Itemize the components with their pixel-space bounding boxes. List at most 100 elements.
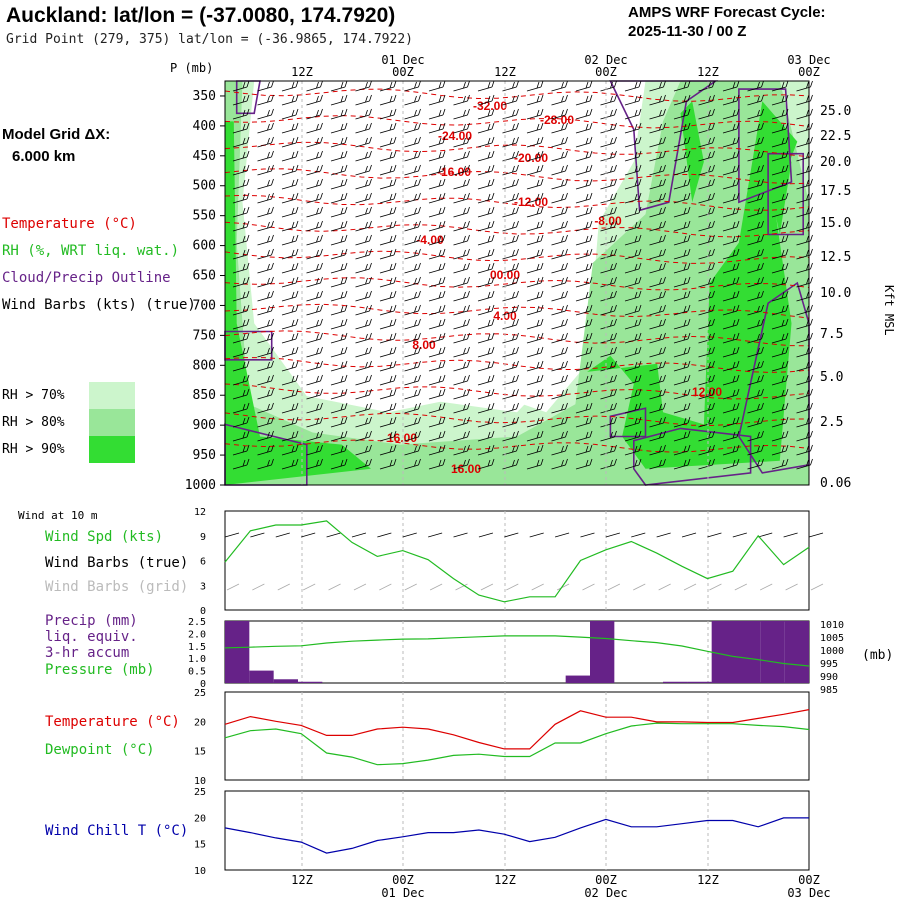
wind-barb-flag [659, 221, 662, 229]
wind-barb-flag [687, 192, 691, 200]
wind-barb [747, 206, 764, 218]
wind-barb-flag [267, 319, 270, 327]
wind-barb [796, 304, 813, 316]
wind-barb-flag [516, 220, 519, 228]
wind-barb [624, 94, 642, 106]
wind-barb-staff [379, 380, 395, 386]
wind-barb-staff [771, 240, 787, 246]
wind-barb-staff [453, 422, 468, 428]
wind-barb [477, 276, 495, 288]
wind-barb-flag [246, 304, 250, 312]
wind-barb [477, 444, 495, 456]
wind-barb-flag [589, 164, 593, 172]
wind-barb [232, 80, 250, 92]
wind-barb-flag [732, 249, 736, 257]
wind-barb [526, 150, 544, 162]
precip-tick: 2.5 [188, 617, 206, 628]
wind-barb-flag [614, 416, 617, 424]
wind-barb-flag [610, 361, 613, 369]
wind-barb-flag [663, 220, 666, 228]
wind-barb [379, 108, 397, 120]
wind-barb-flag [589, 206, 593, 214]
wind-barb [257, 346, 274, 358]
wind-barb-flag [806, 319, 809, 327]
wind-barb-staff [551, 170, 566, 176]
wind-barb-staff [281, 254, 297, 260]
wind-barb-flag [369, 206, 372, 214]
wind-barb-flag [463, 123, 466, 131]
wind-barb-staff [722, 464, 738, 470]
wind-barbs-grid-label: Wind Barbs (grid) [45, 579, 189, 595]
wind-barb-flag [487, 109, 491, 117]
wind-barb-staff [232, 352, 248, 358]
wind-barb [649, 304, 666, 316]
wind-barb-staff [526, 254, 542, 260]
wind-barb-flag [393, 234, 397, 242]
wind-barb-flag [634, 361, 638, 369]
wind-barb [355, 360, 372, 372]
wind-barb-flag [536, 207, 540, 215]
wind-barb-flag [638, 374, 642, 382]
wind-speed-tick: 0 [200, 606, 206, 617]
wind-barb-flag [585, 347, 589, 355]
wind-barb [600, 80, 617, 92]
wind-barb-staff [453, 254, 468, 260]
wind-barb [624, 136, 642, 148]
wind-barb-flag [683, 207, 687, 215]
wind-barb-flag [438, 179, 442, 187]
wind-barb-flag [663, 388, 666, 396]
wind-barb-flag [487, 459, 491, 467]
wind-barb-flag [687, 416, 691, 424]
wind-barb-staff [673, 268, 689, 274]
wind-barb [232, 108, 250, 120]
wind-barb-flag [320, 178, 323, 186]
wind-barb-staff [428, 366, 444, 372]
wind-barb [722, 206, 740, 218]
wind-barb-staff [355, 86, 370, 92]
wind-barb-staff [232, 254, 248, 260]
wind-barb-flag [365, 389, 368, 397]
wind-barb [526, 248, 544, 260]
wind-barb [600, 136, 617, 148]
wind-barb-flag [736, 192, 740, 200]
wind-barb-flag [365, 403, 368, 411]
wind-barb-flag [418, 262, 421, 270]
wind-barb-staff [673, 198, 689, 204]
wind-barb-flag [806, 403, 809, 411]
wind-barb-staff [796, 380, 811, 386]
wind-barb-staff [673, 282, 689, 288]
wind-barb-flag [663, 374, 666, 382]
wind-barb-flag [340, 193, 344, 201]
wind-barb-flag [442, 150, 446, 158]
wind-barb-flag [291, 305, 295, 313]
wind-barb [257, 150, 274, 162]
wind-barb-flag [271, 108, 274, 116]
wind-barb-flag [267, 361, 270, 369]
wind-barb-flag [736, 402, 740, 410]
wind-barb [624, 206, 642, 218]
wind-barb-flag [246, 444, 250, 452]
wind-barb-flag [761, 290, 764, 298]
wind-barb-flag [491, 220, 495, 228]
wind-barb-flag [561, 151, 564, 159]
wind-barb-flag [561, 207, 564, 215]
wind-barb-flag [267, 95, 270, 103]
wind-barb-flag [491, 136, 495, 144]
wind-barb-staff [257, 128, 272, 134]
wind-barb-staff [771, 436, 787, 442]
wind-barb-flag [344, 290, 348, 298]
wind-barb [477, 416, 495, 428]
wind-barb [526, 164, 544, 176]
wind-barb-staff [526, 86, 542, 92]
wind-barb [379, 430, 397, 442]
wind-barb-staff [477, 436, 493, 442]
wind-barb [747, 416, 764, 428]
wind-barb-flag [516, 388, 519, 396]
temperature-contour [224, 250, 810, 264]
wind-barb-flag [757, 123, 760, 131]
wind-barb [649, 164, 666, 176]
wind-barb-flag [757, 459, 760, 467]
wind-barb-staff [771, 184, 787, 190]
wind-barb-flag [442, 262, 446, 270]
wind-barb [624, 262, 642, 274]
